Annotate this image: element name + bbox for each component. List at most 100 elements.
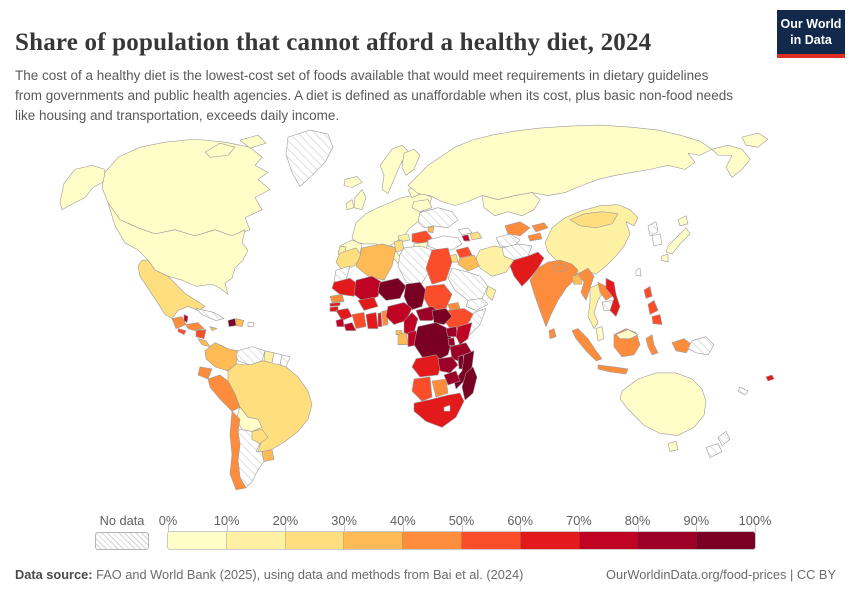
country-greenland[interactable] xyxy=(285,129,334,187)
country-ukraine[interactable] xyxy=(417,207,459,229)
country-iceland[interactable] xyxy=(343,176,363,188)
country-turkmenistan[interactable] xyxy=(495,233,521,249)
legend-no-data-swatch[interactable] xyxy=(95,532,149,550)
country-russia[interactable] xyxy=(407,124,713,206)
country-cote-divoire[interactable] xyxy=(351,312,367,329)
country-zambia[interactable] xyxy=(437,356,459,374)
country-indonesia-sulawesi[interactable] xyxy=(645,334,659,356)
country-philippines-mindanao[interactable] xyxy=(651,314,663,325)
country-taiwan[interactable] xyxy=(635,267,642,277)
footer-owid-link[interactable]: OurWorldinData.org/food-prices | CC BY xyxy=(606,567,836,582)
country-kenya[interactable] xyxy=(455,322,473,346)
country-ghana[interactable] xyxy=(365,312,379,329)
country-south-africa[interactable] xyxy=(413,392,465,428)
country-japan-honshu[interactable] xyxy=(665,227,691,255)
legend-bin-90-100%[interactable] xyxy=(697,532,755,549)
country-alaska[interactable] xyxy=(59,165,106,210)
country-laos[interactable] xyxy=(597,281,613,301)
country-myanmar[interactable] xyxy=(577,267,595,301)
country-chad[interactable] xyxy=(403,281,427,311)
country-australia-tasmania[interactable] xyxy=(667,441,679,452)
country-malaysia-borneo[interactable] xyxy=(615,329,639,339)
legend-bin-80-90%[interactable] xyxy=(638,532,698,549)
country-kazakhstan[interactable] xyxy=(481,192,541,217)
country-haiti[interactable] xyxy=(227,318,237,327)
country-ecuador[interactable] xyxy=(197,366,213,380)
country-egypt[interactable] xyxy=(425,247,453,285)
country-sri-lanka[interactable] xyxy=(548,328,557,339)
country-south-sudan[interactable] xyxy=(431,308,453,325)
country-syria[interactable] xyxy=(455,246,473,259)
country-cuba[interactable] xyxy=(195,308,225,321)
country-russia-chukotka[interactable] xyxy=(741,132,769,148)
country-ireland[interactable] xyxy=(345,199,355,210)
country-botswana[interactable] xyxy=(431,378,449,398)
legend-bin-60-70%[interactable] xyxy=(520,532,580,549)
country-bangladesh[interactable] xyxy=(571,273,583,285)
country-namibia[interactable] xyxy=(411,376,433,402)
country-philippines-visayas[interactable] xyxy=(647,300,659,315)
country-uruguay[interactable] xyxy=(261,449,275,462)
country-new-zealand-south[interactable] xyxy=(705,443,723,458)
country-dominican-republic[interactable] xyxy=(235,318,245,327)
country-jamaica[interactable] xyxy=(209,326,218,331)
legend-bin-70-80%[interactable] xyxy=(579,532,639,549)
country-kyrgyzstan[interactable] xyxy=(531,222,549,233)
country-puerto-rico[interactable] xyxy=(247,322,255,327)
country-colombia[interactable] xyxy=(204,342,239,372)
country-mexico[interactable] xyxy=(137,259,206,319)
country-mongolia[interactable] xyxy=(569,211,619,229)
country-india[interactable] xyxy=(529,259,579,327)
country-venezuela[interactable] xyxy=(235,346,266,366)
country-nicaragua[interactable] xyxy=(195,329,207,339)
country-saudi-arabia[interactable] xyxy=(447,267,489,301)
country-turkey[interactable] xyxy=(427,235,463,251)
country-uzbekistan[interactable] xyxy=(504,221,531,237)
country-canada-arctic-1[interactable] xyxy=(204,142,236,158)
legend-bin-30-40%[interactable] xyxy=(344,532,404,549)
country-indonesia-sumatra[interactable] xyxy=(571,328,603,362)
country-japan-hokkaido[interactable] xyxy=(677,215,689,227)
country-angola[interactable] xyxy=(411,354,443,378)
legend-bin-20-30%[interactable] xyxy=(285,532,345,549)
legend-bin-10-20%[interactable] xyxy=(226,532,286,549)
country-new-zealand-north[interactable] xyxy=(717,431,731,446)
country-papua-new-guinea[interactable] xyxy=(687,336,715,356)
country-australia[interactable] xyxy=(619,372,707,436)
country-russia-kamchatka[interactable] xyxy=(711,144,751,178)
country-fiji[interactable] xyxy=(765,374,775,382)
country-indonesia-java[interactable] xyxy=(597,364,629,375)
country-armenia[interactable] xyxy=(461,234,471,242)
country-indonesia-papua[interactable] xyxy=(671,338,693,354)
country-azerbaijan[interactable] xyxy=(469,231,483,241)
country-tajikistan[interactable] xyxy=(527,232,543,242)
country-philippines-luzon[interactable] xyxy=(643,285,653,299)
country-paraguay[interactable] xyxy=(251,429,269,444)
country-eritrea[interactable] xyxy=(447,302,461,311)
country-united-kingdom[interactable] xyxy=(353,189,367,210)
country-nepal[interactable] xyxy=(551,263,569,273)
country-new-caledonia[interactable] xyxy=(737,386,749,396)
country-morocco[interactable] xyxy=(335,247,363,271)
country-costa-rica[interactable] xyxy=(197,338,211,348)
country-moldova[interactable] xyxy=(427,225,435,234)
country-mali[interactable] xyxy=(353,275,383,303)
country-norway-sweden[interactable] xyxy=(379,144,409,194)
country-french-guiana[interactable] xyxy=(279,354,291,368)
country-malaysia[interactable] xyxy=(595,326,605,341)
country-belarus[interactable] xyxy=(411,199,433,212)
country-burkina-faso[interactable] xyxy=(357,297,379,311)
country-chile[interactable] xyxy=(229,410,247,491)
country-liberia[interactable] xyxy=(343,322,357,331)
country-gambia[interactable] xyxy=(329,302,341,307)
country-sierra-leone[interactable] xyxy=(335,318,345,327)
owid-logo[interactable]: Our World in Data xyxy=(777,10,845,59)
country-cameroon[interactable] xyxy=(403,312,419,335)
country-senegal[interactable] xyxy=(329,294,345,303)
country-lesotho[interactable] xyxy=(443,404,451,412)
country-canada[interactable] xyxy=(101,138,271,237)
country-finland[interactable] xyxy=(401,148,421,176)
legend-bin-40-50%[interactable] xyxy=(403,532,462,549)
country-north-korea[interactable] xyxy=(647,221,659,237)
country-niger[interactable] xyxy=(377,277,407,301)
